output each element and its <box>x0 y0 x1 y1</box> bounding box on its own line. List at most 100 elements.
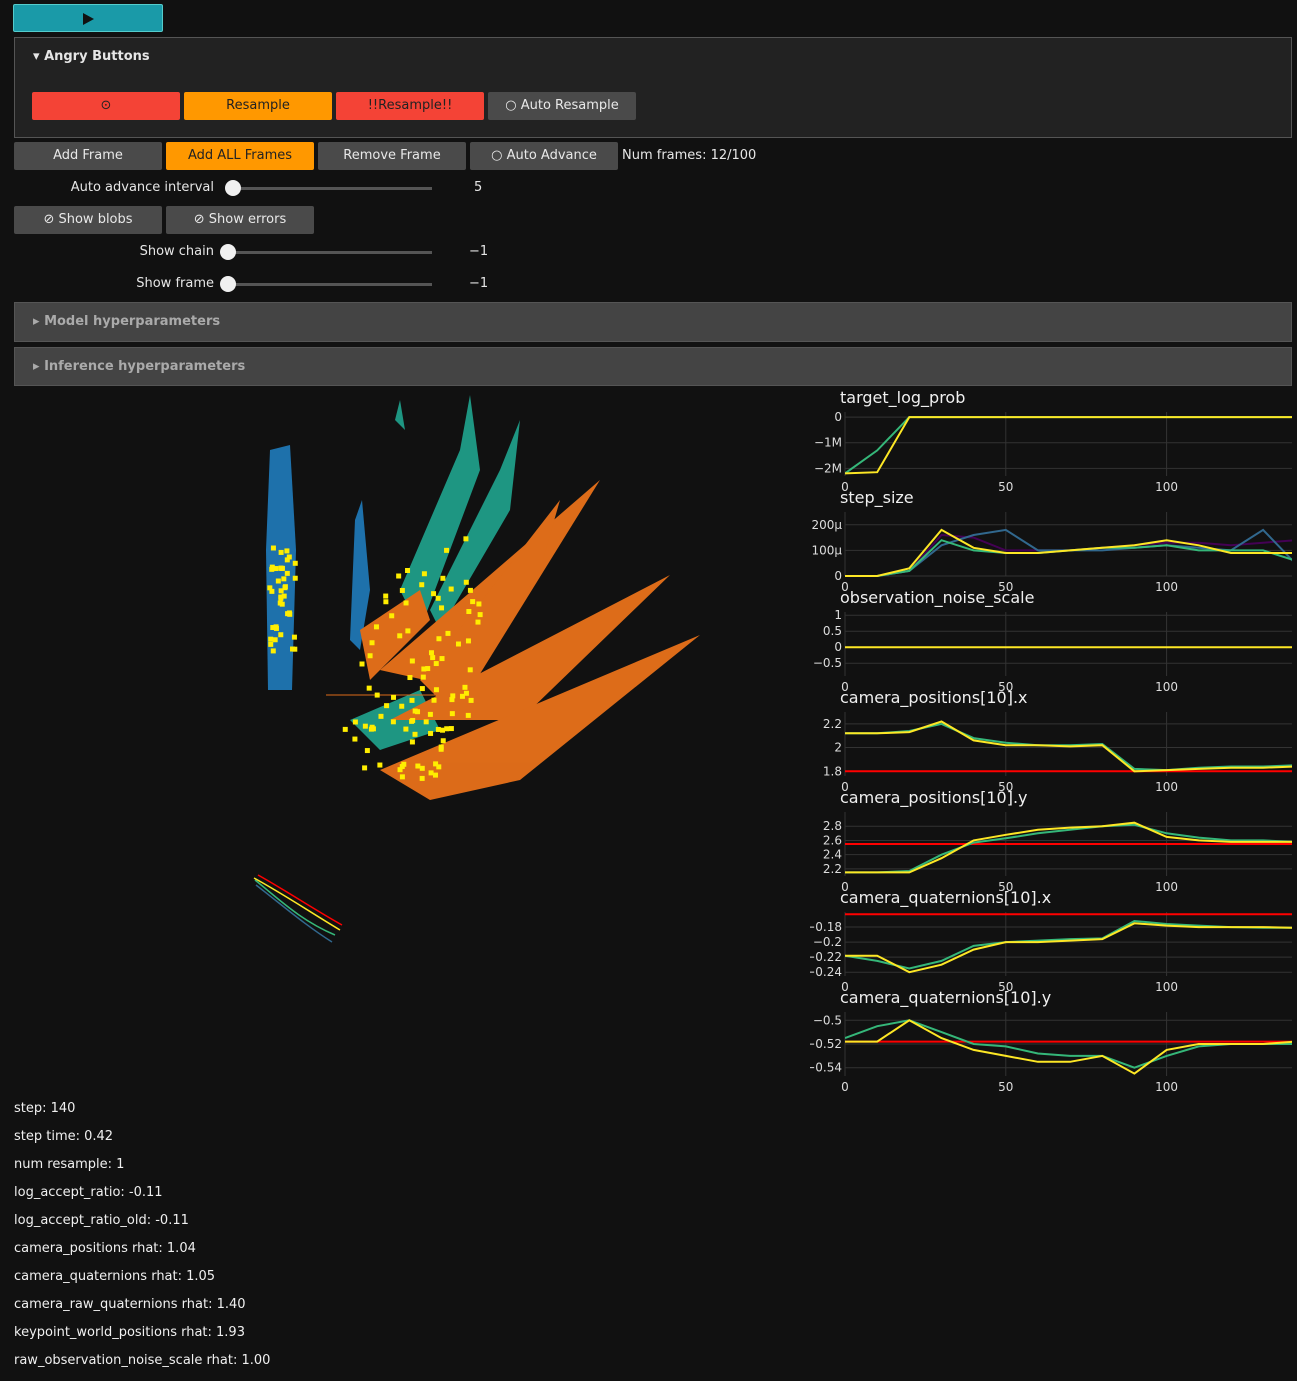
scene-point <box>438 744 444 750</box>
x-tick-label: 100 <box>1155 680 1178 694</box>
scene-point <box>420 674 426 680</box>
scene-point <box>284 548 290 554</box>
x-tick-label: 50 <box>998 880 1013 894</box>
y-tick-label: −0.52 <box>810 1037 842 1051</box>
scene-point <box>383 593 389 599</box>
x-tick-label: 0 <box>841 680 849 694</box>
scene-blobs <box>266 395 700 800</box>
scene-point <box>409 658 415 664</box>
scene-point <box>278 588 284 594</box>
section-title: Model hyperparameters <box>44 314 221 329</box>
play-button[interactable] <box>13 4 163 32</box>
scene-point <box>440 738 446 744</box>
x-tick-label: 0 <box>841 780 849 794</box>
section-header[interactable]: ▸ Inference hyperparameters <box>14 347 1292 386</box>
scene-view[interactable] <box>0 390 810 1090</box>
slider-track[interactable] <box>232 187 432 190</box>
auto-advance-button[interactable]: ○ Auto Advance <box>470 142 618 170</box>
scene-point <box>359 661 365 667</box>
remove-frame-button[interactable]: Remove Frame <box>318 142 466 170</box>
scene-point <box>278 594 284 600</box>
scene-point <box>397 633 403 639</box>
slider-label: Show frame <box>136 276 214 291</box>
scene-point <box>267 585 273 591</box>
scene-point <box>428 770 434 776</box>
scene-point <box>273 624 279 630</box>
y-tick-label: 2.6 <box>823 833 842 847</box>
y-tick-label: 0 <box>834 640 842 654</box>
scene-point <box>366 685 372 691</box>
scene-point <box>369 640 375 646</box>
stat-line: camera_raw_quaternions rhat: 1.40 <box>14 1297 246 1312</box>
slider-value: 5 <box>474 180 483 195</box>
add-frame-button[interactable]: Add Frame <box>14 142 162 170</box>
scene-point <box>383 599 389 605</box>
series-line <box>845 1019 1292 1075</box>
line-chart: observation_noise_scale 0 50 100 1 0.5 0 −0.5 <box>813 588 1292 694</box>
scene-point <box>448 726 454 732</box>
scene-point <box>270 545 276 551</box>
scene-point <box>270 625 276 631</box>
scene-point <box>419 582 425 588</box>
y-tick-label: 2.2 <box>823 717 842 731</box>
scene-point <box>292 560 298 566</box>
scene-point <box>269 588 275 594</box>
series-line <box>845 533 1292 577</box>
resample-button[interactable]: Resample <box>184 92 332 120</box>
scene-point <box>467 587 473 593</box>
scene-point <box>433 687 439 693</box>
camera-trail <box>253 874 343 943</box>
y-tick-label: −0.5 <box>813 656 842 670</box>
x-tick-label: 0 <box>841 1080 849 1094</box>
x-tick-label: 50 <box>998 780 1013 794</box>
panel-title[interactable]: ▾ Angry Buttons <box>33 49 150 64</box>
slider-thumb[interactable] <box>220 276 236 292</box>
y-tick-label: 2.2 <box>823 862 842 876</box>
scene-point <box>364 748 370 754</box>
scene-point <box>475 619 481 625</box>
y-tick-label: 0.5 <box>823 624 842 638</box>
x-tick-label: 50 <box>998 580 1013 594</box>
scene-point <box>370 726 376 732</box>
x-tick-label: 0 <box>841 880 849 894</box>
force-resample-button[interactable]: !!Resample!! <box>336 92 484 120</box>
line-chart: camera_positions[10].y 0 50 100 2.82.62.42.2 <box>823 788 1292 894</box>
scene-point <box>269 564 275 570</box>
scene-point <box>272 637 278 643</box>
scene-point <box>279 565 285 571</box>
scene-point <box>419 686 425 692</box>
stat-line: camera_positions rhat: 1.04 <box>14 1241 196 1256</box>
auto-resample-button[interactable]: ○ Auto Resample <box>488 92 636 120</box>
scene-point <box>390 719 396 725</box>
slider-thumb[interactable] <box>225 180 241 196</box>
show-blobs-toggle[interactable]: ⊘ Show blobs <box>14 206 162 234</box>
scene-point <box>445 630 451 636</box>
x-tick-label: 50 <box>998 480 1013 494</box>
stop-button[interactable]: ⊙ <box>32 92 180 120</box>
scene-point <box>466 609 472 615</box>
show-errors-toggle[interactable]: ⊘ Show errors <box>166 206 314 234</box>
scene-point <box>374 692 380 698</box>
scene-point <box>268 636 274 642</box>
scene-point <box>423 719 429 725</box>
scene-point <box>384 703 390 709</box>
scene-point <box>342 726 348 732</box>
y-tick-label: −0.2 <box>813 935 842 949</box>
x-tick-label: 100 <box>1155 780 1178 794</box>
x-tick-label: 100 <box>1155 1080 1178 1094</box>
scene-point <box>399 774 405 780</box>
y-tick-label: 1.8 <box>823 764 842 778</box>
slider-track[interactable] <box>232 251 432 254</box>
slider-track[interactable] <box>232 283 432 286</box>
slider-thumb[interactable] <box>220 244 236 260</box>
y-tick-label: 0 <box>834 410 842 424</box>
x-tick-label: 100 <box>1155 580 1178 594</box>
add-all-frames-button[interactable]: Add ALL Frames <box>166 142 314 170</box>
scene-point <box>278 549 284 555</box>
line-chart: target_log_prob 0 50 100 0 −1M −2M <box>814 388 1292 494</box>
scene-point <box>399 587 405 593</box>
section-header[interactable]: ▸ Model hyperparameters <box>14 302 1292 342</box>
scene-point <box>391 694 397 700</box>
scene-point <box>396 573 402 579</box>
scene-point <box>362 723 368 729</box>
